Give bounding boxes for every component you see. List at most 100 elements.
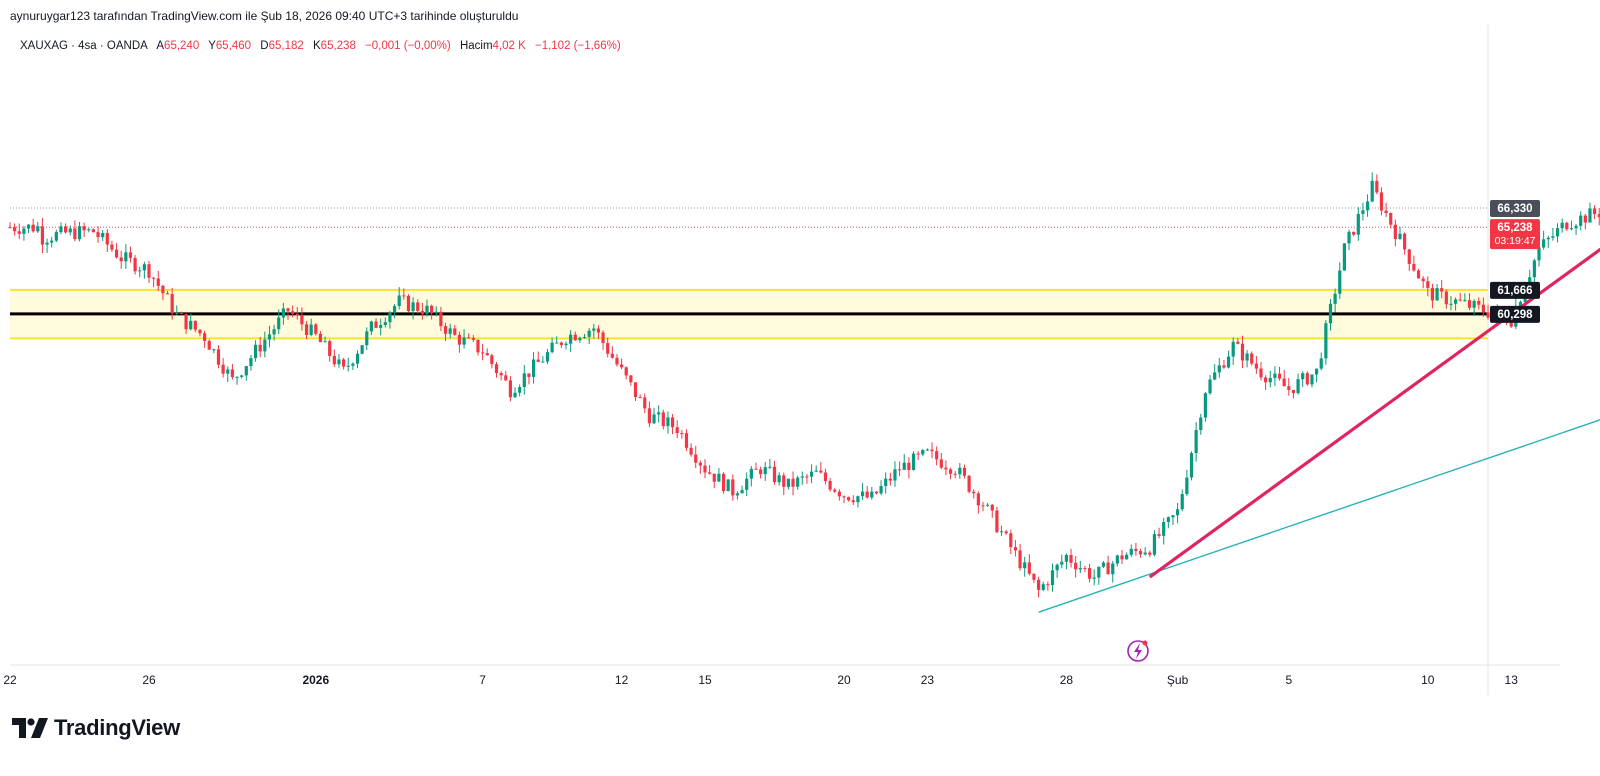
candle-body [1588, 208, 1592, 223]
candle-body [884, 478, 888, 487]
candle-body [972, 491, 976, 494]
candle-body [698, 462, 702, 466]
candle-body [1328, 303, 1333, 324]
candle-body [694, 454, 698, 463]
candle-body [1361, 210, 1365, 214]
candle-body [564, 343, 568, 346]
candle-body [1338, 270, 1342, 294]
candle-body [235, 376, 239, 378]
candle-body [309, 324, 313, 335]
candle-body [606, 343, 610, 354]
candle-body [68, 228, 72, 233]
support-trendline [1038, 419, 1600, 613]
candle-body [999, 531, 1004, 533]
candle-body [1087, 568, 1092, 579]
candle-body [1125, 554, 1129, 560]
candle-body [657, 412, 661, 415]
candle-body [1282, 378, 1286, 387]
candle-body [559, 342, 563, 346]
legend-change: −0,001 (−0,00%) [365, 40, 451, 52]
candle-body [1486, 312, 1490, 318]
candle-body [142, 264, 146, 271]
candle-body [754, 468, 758, 470]
candle-body [1236, 341, 1240, 344]
candle-body [244, 366, 248, 376]
candle-body [203, 333, 207, 341]
candle-body [661, 412, 665, 427]
candle-body [1370, 180, 1374, 202]
candle-body [114, 249, 119, 258]
candle-body [1143, 552, 1147, 555]
candle-body [64, 226, 68, 233]
candle-body [1555, 228, 1560, 237]
candle-body [425, 305, 429, 315]
candle-body [1004, 531, 1008, 534]
candle-body [342, 359, 346, 367]
candle-body [485, 353, 489, 356]
candle-body [1240, 343, 1245, 361]
candle-body [1162, 521, 1166, 536]
candle-body [300, 315, 304, 325]
candle-body [175, 313, 179, 315]
candle-body [541, 361, 545, 363]
candle-body [717, 473, 721, 482]
x-tick-label: 13 [1505, 673, 1519, 687]
legend-low-label: D [260, 40, 269, 52]
candle-body [147, 264, 151, 278]
candle-body [1060, 561, 1064, 565]
candle-body [1416, 270, 1421, 279]
candle-body [939, 459, 943, 468]
candle-body [870, 491, 874, 498]
price-label-box [1490, 200, 1540, 218]
candle-body [110, 244, 114, 250]
candle-body [50, 240, 54, 243]
candle-body [105, 232, 109, 245]
candle-body [1324, 323, 1328, 359]
candle-body [453, 328, 457, 335]
candle-body [518, 387, 522, 393]
candle-body [578, 337, 582, 341]
candle-body [1055, 564, 1059, 571]
candle-body [1301, 373, 1305, 380]
candle-body [1264, 377, 1268, 383]
candle-body [272, 329, 276, 335]
candle-body [267, 334, 272, 340]
candle-body [1356, 213, 1360, 235]
candle-body [1037, 579, 1041, 590]
legend-symbol[interactable]: XAUXAG · 4sa · OANDA [20, 40, 148, 52]
candle-body [170, 294, 174, 314]
candle-body [1319, 358, 1323, 369]
candle-body [193, 320, 197, 330]
legend-volume-change: −1,102 (−1,66%) [534, 40, 621, 52]
candle-body [96, 232, 100, 238]
candle-body [958, 467, 962, 475]
candle-body [1477, 300, 1481, 305]
candle-body [26, 224, 31, 229]
candle-body [592, 328, 596, 331]
candle-body [847, 497, 851, 501]
candle-body [351, 363, 355, 366]
candle-body [874, 491, 879, 494]
candle-body [712, 473, 716, 482]
candle-body [777, 475, 781, 483]
candle-body [1421, 278, 1425, 282]
candle-body [833, 489, 837, 492]
candle-body [1333, 293, 1337, 304]
candle-body [615, 357, 619, 365]
candle-body [45, 242, 49, 245]
candle-body [814, 470, 818, 472]
candle-body [22, 228, 26, 234]
candle-body [138, 270, 142, 272]
candle-body [893, 469, 897, 481]
candle-body [995, 510, 999, 533]
x-tick-label: 28 [1060, 673, 1074, 687]
candle-body [703, 465, 707, 473]
legend-close-value: 65,238 [320, 40, 356, 52]
candle-body [499, 373, 503, 376]
candle-body [1157, 534, 1161, 536]
candle-body [355, 353, 360, 364]
candle-body [1551, 236, 1555, 238]
candle-body [1259, 368, 1263, 378]
candle-body [1537, 247, 1541, 261]
